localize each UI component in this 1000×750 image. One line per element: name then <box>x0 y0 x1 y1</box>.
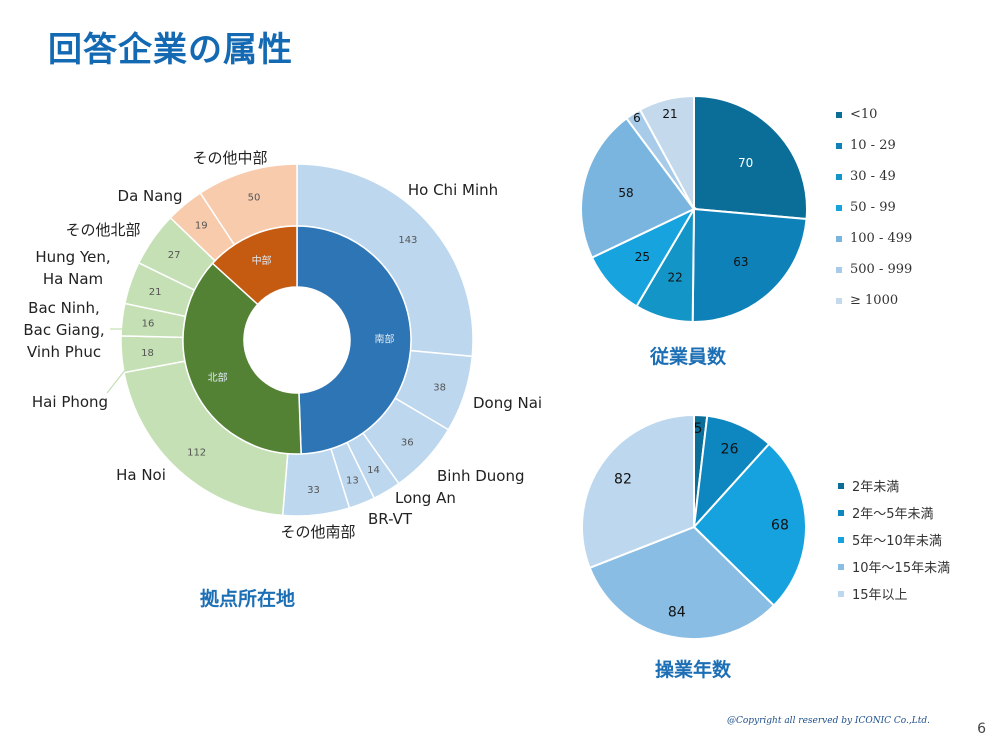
legend-swatch <box>836 235 842 242</box>
years-value-label: 68 <box>771 517 789 533</box>
legend-label: 500 - 999 <box>850 262 913 277</box>
years-legend-item: 2年未満 <box>838 476 899 495</box>
legend-label: 50 - 99 <box>850 200 896 215</box>
legend-swatch <box>838 482 844 489</box>
employees-legend-item: 10 - 29 <box>836 138 896 153</box>
legend-swatch <box>836 266 842 273</box>
sunburst-outer-value-label: 33 <box>307 485 320 496</box>
sunburst-outer-value-label: 27 <box>168 250 181 261</box>
employees-slice-10-0 <box>693 94 808 221</box>
legend-swatch <box>836 142 842 149</box>
sunburst-outer-value-label: 18 <box>141 348 154 359</box>
years-slice-5-10-2 <box>692 442 807 607</box>
sunburst-category-label: Ho Chi Minh <box>408 181 498 199</box>
legend-label: 2年未満 <box>852 480 900 495</box>
years-pie-chart: 5 26 68 84 82 <box>581 413 807 640</box>
employees-legend: <10 10 - 29 30 - 49 50 - 99 100 - 499 500 - 9… <box>836 107 986 317</box>
sunburst-category-label: Hai Phong <box>32 393 108 411</box>
years-value-label: 26 <box>721 442 739 458</box>
sunburst-chart: 143 Ho Chi Minh 38 Dong Nai 36 Binh Duong 14 Lo… <box>23 149 542 541</box>
sunburst-category-label: Binh Duong <box>437 467 525 485</box>
sunburst-outer-value-label: 50 <box>248 192 261 203</box>
sunburst-outer-value-label: 19 <box>195 221 208 232</box>
sunburst-outer-value-label: 21 <box>149 287 162 298</box>
employees-legend-item: 100 - 499 <box>836 231 912 246</box>
years-legend-item: 2年～5年未満 <box>838 503 934 522</box>
legend-swatch <box>838 536 844 543</box>
employees-slice-100-499-4 <box>580 116 696 259</box>
legend-swatch <box>838 563 844 570</box>
years-slice-10-15-3 <box>588 525 776 640</box>
sunburst-category-label: その他北部 <box>65 221 140 239</box>
sunburst-category-label: Hung Yen, Ha Nam <box>35 248 110 288</box>
employees-value-label: 25 <box>635 250 650 264</box>
page-title: 回答企業の属性 <box>48 30 293 70</box>
legend-swatch <box>836 204 842 211</box>
legend-swatch <box>836 111 842 118</box>
sunburst-category-label: Long An <box>395 489 456 507</box>
sunburst-inner-label: 中部 <box>252 254 272 267</box>
employees-slice-1000-6 <box>638 94 695 210</box>
years-legend-item: 10年～15年未満 <box>838 557 950 576</box>
sunburst-category-label: Ha Noi <box>116 466 166 484</box>
employees-caption: 従業員数 <box>650 346 727 368</box>
legend-swatch <box>836 297 842 304</box>
employees-slice-10-29-1 <box>691 207 808 323</box>
years-legend-item: 15年以上 <box>838 584 908 603</box>
years-legend-item: 5年～10年未満 <box>838 530 942 549</box>
employees-legend-item: 50 - 99 <box>836 200 896 215</box>
locations-caption: 拠点所在地 <box>200 588 296 610</box>
legend-label: 30 - 49 <box>850 169 896 184</box>
legend-swatch <box>838 509 844 516</box>
sunburst-outer-value-label: 16 <box>142 319 155 330</box>
employees-legend-item: ≥ 1000 <box>836 293 898 308</box>
employees-legend-item: 30 - 49 <box>836 169 896 184</box>
years-value-label: 84 <box>668 604 686 620</box>
employees-value-label: 70 <box>738 156 753 170</box>
hai-phong-leader-line <box>106 368 127 394</box>
sunburst-outer-value-label: 112 <box>187 447 206 458</box>
sunburst-inner-label: 北部 <box>208 371 228 384</box>
years-slice-15-4 <box>581 413 695 570</box>
sunburst-inner-south-segment <box>296 225 412 455</box>
sunburst-category-label: Dong Nai <box>473 394 542 412</box>
sunburst-outer-value-label: 14 <box>367 465 380 476</box>
sunburst-inner-central-segment <box>211 225 298 306</box>
page-number: 6 <box>977 721 986 737</box>
legend-label: 10 - 29 <box>850 138 896 153</box>
sunburst-outer-value-label: 38 <box>433 382 446 393</box>
sunburst-category-label: その他南部 <box>280 523 355 541</box>
years-value-label: 82 <box>614 472 632 488</box>
employees-value-label: 58 <box>618 186 633 200</box>
employees-legend-item: <10 <box>836 107 877 122</box>
sunburst-outer-value-label: 13 <box>346 475 359 486</box>
years-value-label: 5 <box>694 421 703 437</box>
sunburst-category-label: その他中部 <box>192 149 267 167</box>
years-caption: 操業年数 <box>655 659 732 681</box>
legend-label: 2年～5年未満 <box>852 507 934 522</box>
legend-label: <10 <box>850 107 878 122</box>
years-legend: 2年未満 2年～5年未満 5年～10年未満 10年～15年未満 15年以上 <box>838 476 988 606</box>
employees-legend-item: 500 - 999 <box>836 262 912 277</box>
sunburst-inner-label: 南部 <box>374 332 394 345</box>
employees-value-label: 22 <box>668 270 683 284</box>
legend-swatch <box>838 590 844 597</box>
legend-label: 100 - 499 <box>850 231 913 246</box>
legend-label: 5年～10年未満 <box>852 534 942 549</box>
sunburst-category-label: Da Nang <box>118 187 183 205</box>
sunburst-inner-north-segment <box>182 262 302 455</box>
employees-value-label: 21 <box>662 107 677 121</box>
legend-label: 15年以上 <box>852 588 908 603</box>
copyright-notice: @Copyright all reserved by ICONIC Co.,Lt… <box>726 716 930 726</box>
sunburst-outer-value-label: 143 <box>398 235 417 246</box>
sunburst-outer-value-label: 36 <box>401 438 414 449</box>
employees-pie-chart: 70 63 22 25 58 6 21 <box>580 94 808 324</box>
legend-label: 10年～15年未満 <box>852 561 951 576</box>
employees-value-label: 6 <box>633 111 641 125</box>
employees-value-label: 63 <box>733 255 748 269</box>
legend-label: ≥ 1000 <box>850 293 899 308</box>
sunburst-category-label: BR-VT <box>368 510 413 528</box>
legend-swatch <box>836 173 842 180</box>
sunburst-category-label: Bac Ninh, Bac Giang, Vinh Phuc <box>23 299 104 361</box>
